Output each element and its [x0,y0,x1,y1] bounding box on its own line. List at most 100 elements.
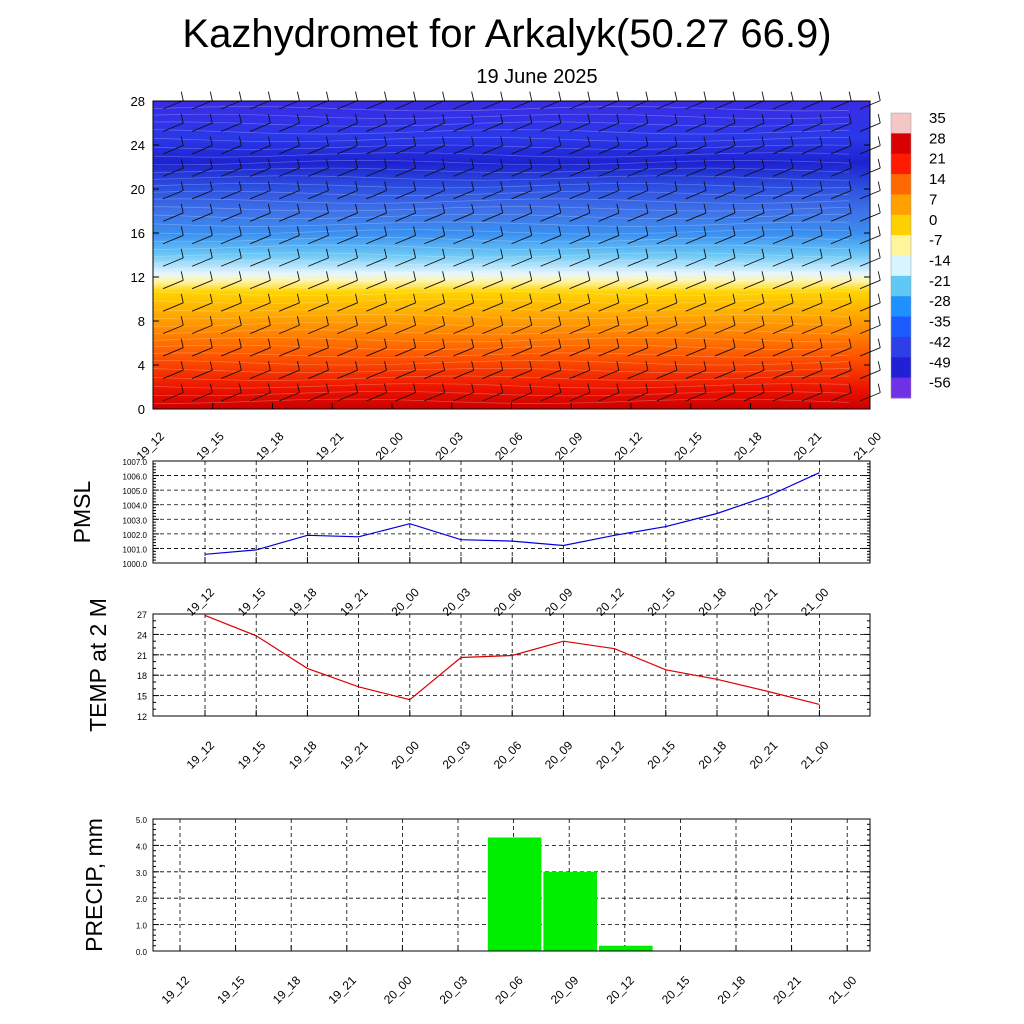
wind-barb [162,167,184,177]
wind-barb [191,100,213,110]
wind-barb-feather [674,226,678,236]
wind-barb-feather [587,248,591,258]
wind-barb-feather [732,338,736,348]
wind-barb-feather [326,136,329,146]
wind-barb [453,122,474,132]
wind-barb-feather [238,203,242,214]
wind-barb [830,167,852,177]
wind-barb-feather [529,383,533,393]
pmsl-series-line [204,472,820,555]
wind-barb-feather [413,361,417,371]
wind-barb-feather [819,91,823,101]
wind-barb-feather [471,91,475,101]
wind-barb [656,100,678,110]
wind-barb [453,257,474,267]
wind-barb [308,369,329,379]
wind-barb [395,145,416,155]
wind-barb-feather [413,338,417,348]
heatmap-field [153,101,870,409]
wind-barb-feather [384,271,387,281]
wind-barb-feather [819,271,823,281]
wind-barb-feather [180,203,184,214]
wind-barb-feather [761,361,765,371]
colorbar-frame [890,112,912,399]
wind-barb [191,234,213,245]
wind-barb-feather [674,316,678,326]
wind-barb [482,279,503,290]
wind-barb-feather [296,91,300,101]
wind-barb-feather [355,203,358,214]
wind-barb [337,257,358,267]
wind-barb-feather [645,114,649,124]
wind-barb [424,167,445,177]
wind-barb-feather [790,181,794,191]
wind-barb [220,302,242,312]
y-tick-label: 1005.0 [123,487,148,496]
wind-barb-feather [703,338,707,348]
wind-barb-feather [790,158,794,169]
wind-barb [540,257,561,267]
contour-line [152,198,850,204]
wind-barb-feather [848,271,852,281]
wind-barb [801,257,823,267]
wind-barb [453,190,474,200]
contour-line [152,329,850,335]
precip-bar [487,837,542,951]
wind-barb [511,234,532,245]
wind-barb-feather [616,338,620,348]
wind-barb [308,234,329,245]
wind-barb [511,302,532,312]
contour-line [152,229,850,235]
y-tick-label: 5.0 [136,816,148,825]
x-tick-label: 19_18 [286,738,320,772]
wind-barb-feather [616,271,620,281]
wind-barb [395,167,416,177]
wind-barb-feather [529,158,533,169]
wind-barb [627,347,649,357]
wind-barb-feather [384,114,387,124]
wind-barb [772,302,794,312]
wind-barb [278,392,300,402]
wind-barb [366,167,387,177]
wind-barb [743,234,765,245]
wind-barb [366,279,387,290]
y-tick-label: 15 [137,692,147,702]
y-axis-title: TEMP at 2 M [85,598,111,732]
heatmap-y-tick-label: 24 [131,138,145,153]
wind-barb-feather [296,316,300,326]
wind-barb-feather [238,91,242,101]
wind-barb-feather [384,91,387,101]
wind-barb [830,279,852,290]
wind-barb-feather [848,91,852,101]
wind-barb-feather [529,271,533,281]
colorbar-swatch [891,296,911,318]
wind-barb [162,145,184,155]
wind-barb-feather [500,271,504,281]
wind-barb [308,302,329,312]
wind-barb-feather [877,91,881,101]
x-tick-label: 21_00 [798,738,832,772]
wind-barb [569,302,590,312]
wind-barb-feather [326,203,329,214]
wind-barb [801,167,823,177]
colorbar-label: -28 [929,293,951,310]
wind-barb [308,190,329,200]
wind-barb-feather [500,361,504,371]
wind-barb [511,212,532,222]
wind-barb-feather [326,338,329,348]
wind-barb [249,190,271,200]
wind-barb [598,100,620,110]
contour-line [152,190,850,196]
wind-barb [685,279,707,290]
heatmap-y-tick-label: 4 [138,358,145,373]
wind-barb-feather [326,114,329,124]
contour-line [152,175,850,181]
wind-barb-feather [267,383,271,393]
wind-barb-feather [703,383,707,393]
wind-barb-feather [848,226,852,236]
wind-barb [308,279,329,290]
wind-barb [162,190,184,200]
wind-barb-feather [296,136,300,146]
wind-barb-feather [703,248,707,258]
wind-barb [220,347,242,357]
